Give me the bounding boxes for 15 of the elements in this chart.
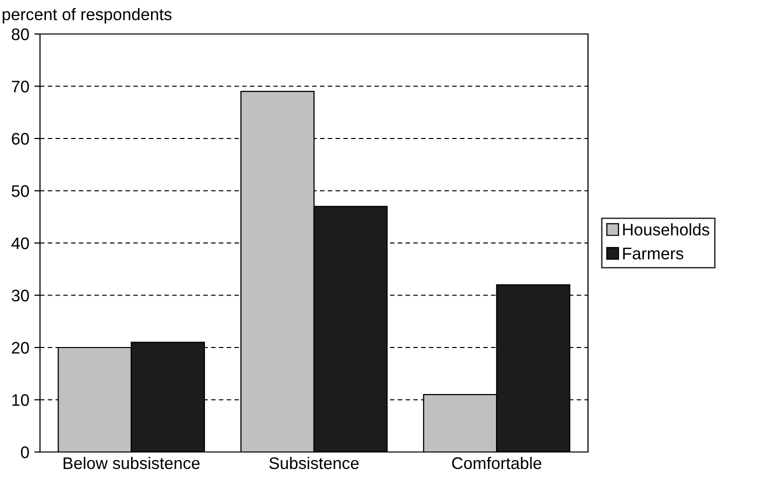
y-tick-label: 50 (12, 185, 29, 197)
legend-label: Households (623, 223, 710, 236)
y-tick-label: 20 (12, 342, 29, 354)
legend-label: Farmers (623, 248, 684, 260)
y-tick-label: 0 (20, 446, 29, 458)
x-tick-label: Below subsistence (64, 456, 200, 470)
y-tick-label: 40 (11, 237, 29, 250)
x-tick-label: Subsistence (269, 456, 359, 470)
y-tick-label: 30 (12, 290, 29, 302)
y-axis-title: percent of respondents (2, 8, 172, 24)
y-tick-label: 80 (12, 28, 29, 40)
y-tick-label: 60 (12, 132, 29, 145)
x-tick-label: Comfortable (452, 456, 542, 470)
y-tick-label: 70 (12, 80, 29, 92)
y-tick-label: 10 (12, 394, 29, 406)
